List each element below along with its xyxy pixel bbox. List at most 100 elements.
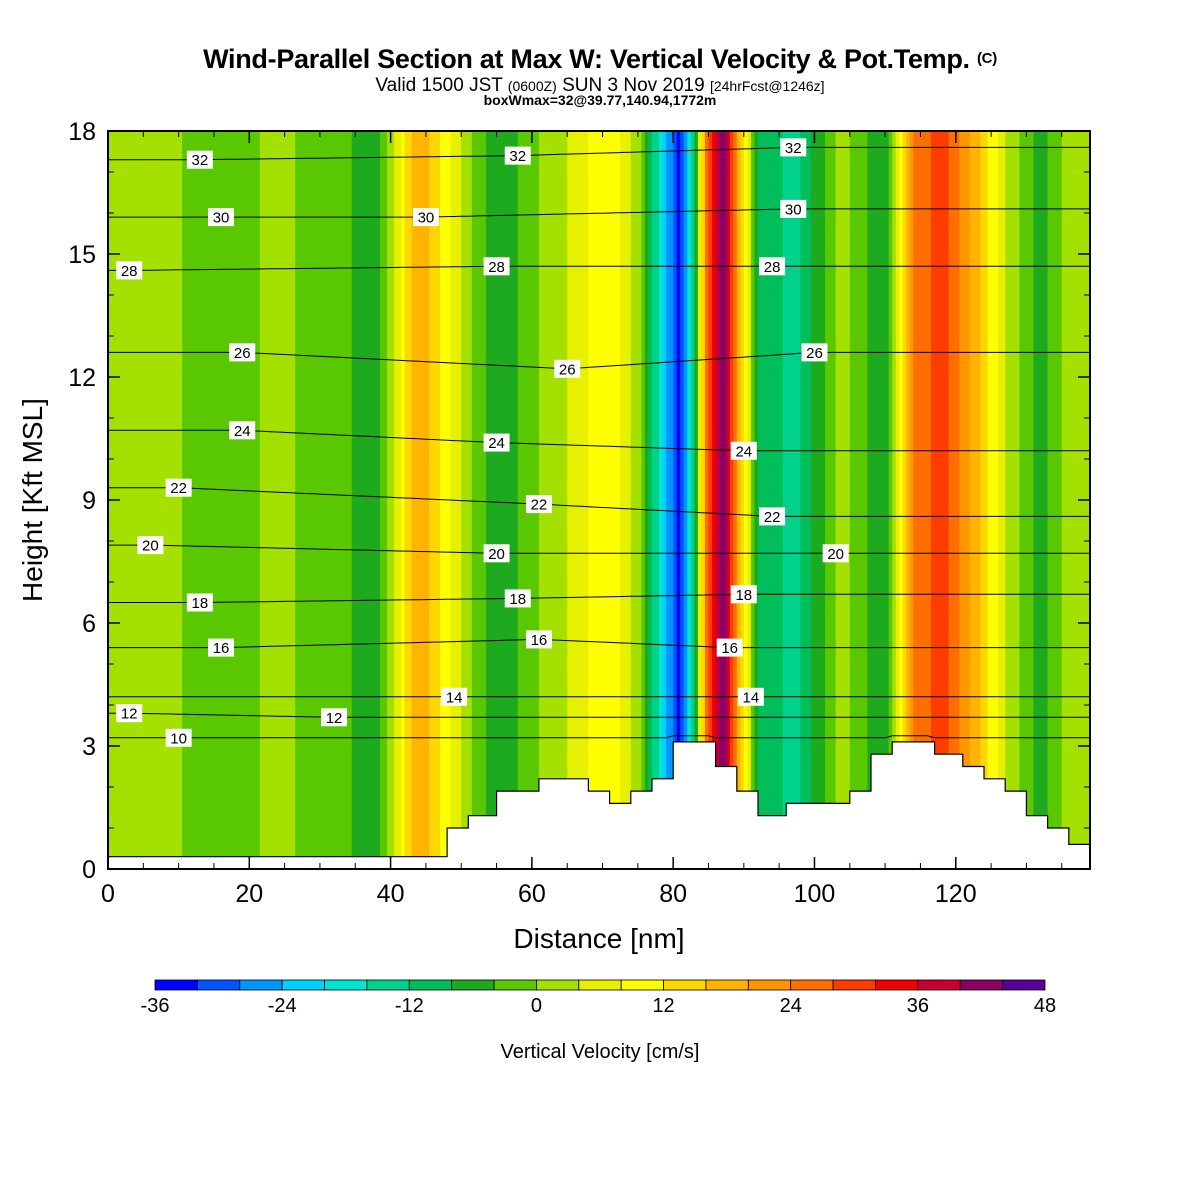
theta-label-text: 20	[142, 538, 159, 555]
colorbar-swatch	[239, 979, 283, 991]
theta-label-bg	[730, 585, 757, 604]
velocity-column	[570, 131, 575, 869]
velocity-column	[818, 131, 823, 869]
x-tick-label: 0	[101, 880, 115, 908]
velocity-column	[867, 131, 872, 869]
velocity-column	[432, 131, 438, 869]
theta-contour	[108, 638, 1090, 649]
terrain-shape	[107, 741, 1091, 870]
velocity-column	[870, 131, 876, 869]
velocity-column	[669, 131, 674, 869]
velocity-column	[358, 131, 363, 869]
velocity-column	[899, 131, 904, 869]
theta-label-bg	[441, 687, 468, 706]
velocity-column	[560, 131, 565, 869]
velocity-column	[941, 131, 946, 869]
velocity-column	[122, 131, 127, 869]
velocity-column	[210, 131, 215, 869]
theta-label-bg	[716, 638, 743, 657]
theta-label: 24	[730, 441, 757, 460]
velocity-column	[514, 131, 519, 869]
velocity-column	[916, 131, 922, 869]
theta-label-bg	[759, 507, 786, 526]
x-tick-label: 80	[659, 880, 687, 908]
velocity-column	[966, 131, 971, 869]
theta-label-bg	[186, 150, 213, 169]
velocity-column	[1054, 131, 1059, 869]
valid-time-line: Valid 1500 JST (0600Z) SUN 3 Nov 2019 [2…	[0, 75, 1200, 97]
colorbar-swatch	[493, 979, 537, 991]
y-tick-label: 3	[82, 733, 96, 761]
velocity-column	[129, 131, 134, 869]
velocity-column	[687, 131, 692, 869]
velocity-column	[185, 131, 190, 869]
chart-title-text: Wind-Parallel Section at Max W: Vertical…	[203, 44, 970, 74]
y-tick-label: 9	[82, 487, 96, 515]
velocity-column	[1058, 131, 1063, 869]
theta-label-bg	[321, 708, 348, 727]
velocity-column	[203, 131, 208, 869]
velocity-column	[821, 131, 826, 869]
velocity-column	[846, 131, 851, 869]
velocity-column	[1019, 131, 1024, 869]
velocity-column	[775, 131, 780, 869]
theta-label-bg	[208, 208, 235, 227]
theta-label: 22	[165, 478, 192, 497]
theta-label-bg	[554, 359, 581, 378]
theta-label-text: 18	[191, 595, 208, 612]
velocity-column	[630, 131, 635, 869]
theta-label-bg	[822, 544, 849, 563]
theta-contour	[108, 487, 1090, 517]
colorbar-swatch	[663, 979, 707, 991]
theta-contour	[108, 712, 1090, 718]
colorbar-swatch	[451, 979, 495, 991]
velocity-column	[955, 131, 960, 869]
velocity-column	[793, 131, 798, 869]
theta-label: 32	[780, 138, 807, 157]
velocity-column	[599, 131, 604, 869]
velocity-column	[387, 131, 392, 869]
colorbar-tick-label: 0	[531, 995, 542, 1017]
velocity-column	[722, 131, 727, 869]
velocity-column	[182, 131, 187, 869]
theta-label: 16	[525, 630, 552, 649]
theta-label: 22	[525, 495, 552, 514]
theta-label-text: 32	[785, 140, 802, 157]
chart-title: Wind-Parallel Section at Max W: Vertical…	[0, 44, 1200, 75]
velocity-column	[556, 131, 561, 869]
velocity-column	[651, 131, 657, 869]
velocity-column	[1005, 131, 1010, 869]
velocity-column	[510, 131, 515, 869]
velocity-column	[701, 131, 706, 869]
velocity-column	[591, 131, 597, 869]
theta-label: 28	[759, 257, 786, 276]
velocity-column	[238, 131, 243, 869]
theta-label-bg	[759, 257, 786, 276]
theta-label: 26	[554, 359, 581, 378]
velocity-column	[507, 131, 512, 869]
velocity-column	[429, 131, 434, 869]
velocity-column	[757, 131, 763, 869]
theta-label: 20	[822, 544, 849, 563]
velocity-column	[1068, 131, 1073, 869]
velocity-column	[482, 131, 487, 869]
theta-label-text: 10	[170, 730, 187, 747]
theta-contour	[108, 429, 1090, 452]
theta-label-text: 24	[488, 435, 505, 452]
velocity-column	[171, 131, 176, 869]
velocity-column	[397, 131, 402, 869]
velocity-column	[221, 131, 226, 869]
velocity-column	[288, 131, 293, 869]
theta-label-text: 30	[418, 210, 435, 227]
theta-label-bg	[525, 630, 552, 649]
velocity-column	[934, 131, 939, 869]
theta-contour	[108, 593, 1090, 603]
theta-label-bg	[165, 728, 192, 747]
velocity-column	[987, 131, 992, 869]
theta-label: 30	[208, 208, 235, 227]
velocity-column	[655, 131, 660, 869]
velocity-column	[390, 131, 395, 869]
theta-label-text: 26	[234, 345, 251, 362]
theta-label: 18	[186, 593, 213, 612]
theta-label-text: 22	[531, 497, 548, 514]
